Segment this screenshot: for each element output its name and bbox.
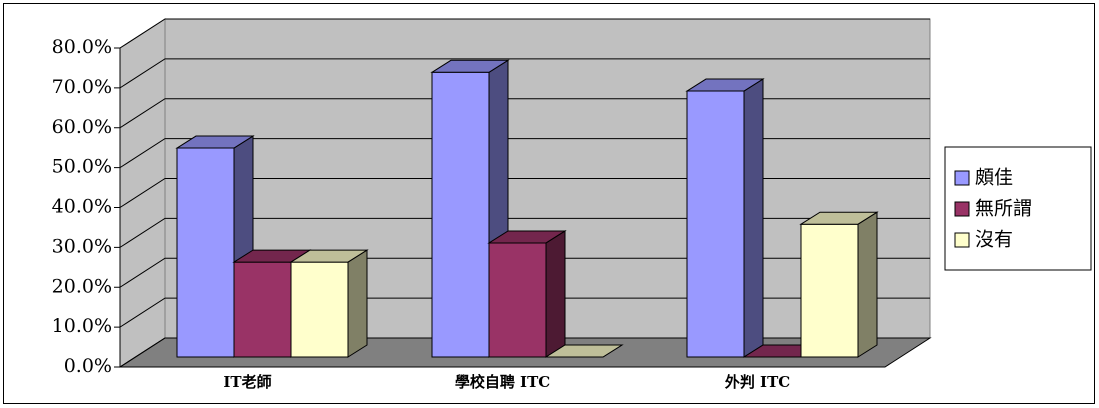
grid-line: [119, 217, 930, 248]
grid-line: [119, 337, 930, 368]
bar-top: [430, 59, 510, 73]
x-tick-label: IT老師: [223, 373, 271, 391]
bar-top: [487, 230, 567, 244]
legend-label: 頗佳: [975, 167, 1013, 189]
grid-line: [119, 18, 930, 49]
bar-side: [743, 78, 764, 358]
y-tick-label: 20.0%: [52, 275, 112, 297]
y-tick-label: 40.0%: [52, 196, 112, 218]
y-tick-label: 50.0%: [52, 156, 112, 178]
legend-swatch: [954, 170, 970, 186]
bar-top: [175, 135, 255, 149]
grid-line: [119, 257, 930, 288]
bar-side: [347, 249, 368, 358]
bar: [487, 230, 567, 358]
y-tick-label: 0.0%: [64, 355, 112, 377]
legend-swatch: [954, 201, 970, 217]
grid-line: [119, 297, 930, 328]
legend-label: 無所謂: [975, 198, 1032, 220]
bar-front: [686, 90, 745, 358]
grid-line: [119, 178, 930, 208]
x-tick-label: 學校自聘 ITC: [455, 373, 550, 391]
bar-top: [289, 249, 369, 263]
bar: [799, 211, 879, 358]
x-tick-label: 外判 ITC: [724, 373, 790, 391]
y-tick-label: 10.0%: [52, 315, 112, 337]
bar: [544, 344, 624, 358]
grid-line: [119, 58, 930, 89]
bar-front: [488, 242, 547, 358]
bar-front: [290, 261, 349, 358]
grid-line: [119, 138, 930, 169]
legend-swatch: [954, 232, 970, 248]
bar-top: [799, 211, 879, 225]
bar-front: [233, 261, 292, 358]
legend-label: 沒有: [975, 229, 1013, 251]
bar-side: [857, 211, 878, 358]
bar-top: [685, 78, 765, 92]
bar-front: [431, 71, 490, 358]
bar-front: [176, 147, 235, 358]
bar-front: [800, 223, 859, 358]
y-tick-label: 70.0%: [52, 76, 112, 98]
bar-top: [544, 344, 624, 358]
bar-side: [545, 230, 566, 358]
y-tick-label: 30.0%: [52, 235, 112, 257]
y-tick-label: 80.0%: [52, 36, 112, 58]
bar: [685, 78, 765, 358]
grid-line: [119, 98, 930, 129]
y-tick-label: 60.0%: [52, 116, 112, 138]
bar: [289, 249, 369, 358]
